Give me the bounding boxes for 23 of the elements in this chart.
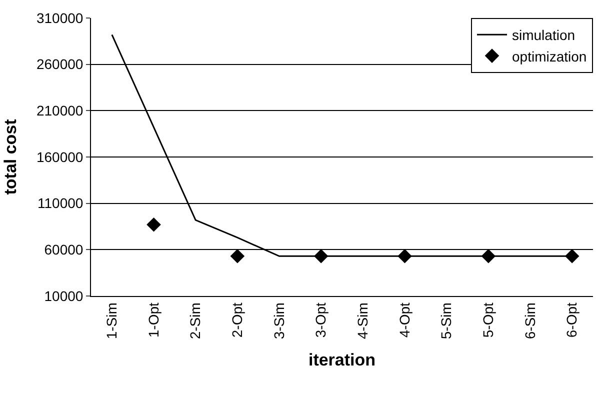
x-tick-label: 1-Opt <box>145 302 162 338</box>
y-tick-label: 260000 <box>36 56 84 72</box>
y-tick-label: 110000 <box>38 195 84 212</box>
x-tick-label: 2-Sim <box>187 302 204 340</box>
legend-label: optimization <box>512 48 587 64</box>
y-tick-label: 10000 <box>44 288 84 304</box>
x-tick-label: 5-Sim <box>438 302 454 340</box>
y-tick-label: 160000 <box>36 148 84 165</box>
y-tick-label: 210000 <box>36 102 84 119</box>
y-tick-label: 60000 <box>44 242 84 258</box>
x-tick-label: 3-Sim <box>270 302 287 340</box>
x-tick-label: 2-Opt <box>228 302 245 338</box>
x-tick-label: 3-Opt <box>312 302 329 338</box>
x-tick-label: 4-Sim <box>354 302 370 340</box>
x-tick-label: 6-Opt <box>564 302 580 338</box>
x-tick-label: 5-Opt <box>480 302 496 338</box>
legend-label: simulation <box>512 27 576 44</box>
y-axis-title: total cost <box>1 118 20 195</box>
x-tick-label: 6-Sim <box>522 302 538 340</box>
x-tick-label: 4-Opt <box>396 302 412 338</box>
x-tick-label: 1-Sim <box>103 302 120 340</box>
x-axis-title: iteration <box>308 350 376 370</box>
y-tick-label: 310000 <box>36 10 84 26</box>
